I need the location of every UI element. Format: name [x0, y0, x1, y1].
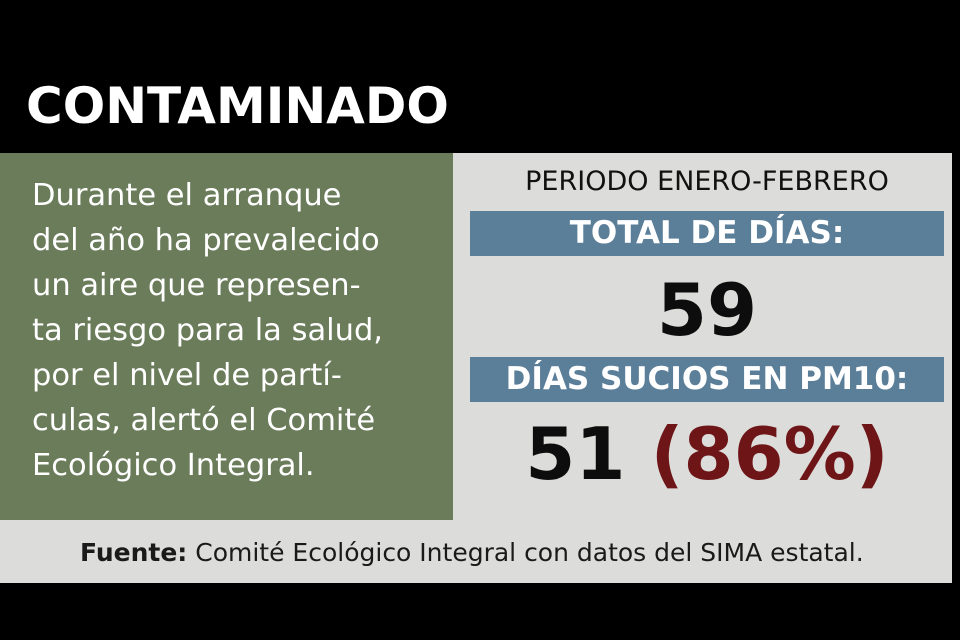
dirty-days-label: DÍAS SUCIOS EN PM10:: [470, 357, 944, 402]
intro-line: un aire que represen-: [32, 268, 361, 303]
source-text: Comité Ecológico Integral con datos del …: [187, 538, 864, 567]
intro-line: por el nivel de partí-: [32, 358, 342, 393]
intro-text: Durante el arranque del año ha prevaleci…: [32, 173, 442, 488]
total-days-label: TOTAL DE DÍAS:: [470, 211, 944, 256]
intro-line: ta riesgo para la salud,: [32, 313, 384, 348]
source-label: Fuente:: [80, 538, 188, 567]
dirty-days-stat: 51 (86%): [470, 409, 944, 499]
intro-line: Durante el arranque: [32, 178, 342, 213]
content-area: Durante el arranque del año ha prevaleci…: [0, 153, 952, 583]
stats-panel: PERIODO ENERO-FEBRERO TOTAL DE DÍAS: 59 …: [470, 153, 944, 520]
bottom-bar: [0, 583, 960, 640]
intro-line: del año ha prevalecido: [32, 223, 380, 258]
intro-panel: Durante el arranque del año ha prevaleci…: [0, 153, 453, 520]
period-heading: PERIODO ENERO-FEBRERO: [525, 166, 889, 197]
total-days-value: 59: [656, 268, 758, 352]
intro-line: Ecológico Integral.: [32, 448, 315, 483]
source-note: Fuente: Comité Ecológico Integral con da…: [80, 533, 864, 573]
dirty-days-percent: (86%): [650, 412, 889, 496]
page-title: CONTAMINADO: [26, 77, 449, 135]
intro-line: culas, alertó el Comité: [32, 403, 376, 438]
dirty-days-value: 51: [525, 412, 626, 496]
